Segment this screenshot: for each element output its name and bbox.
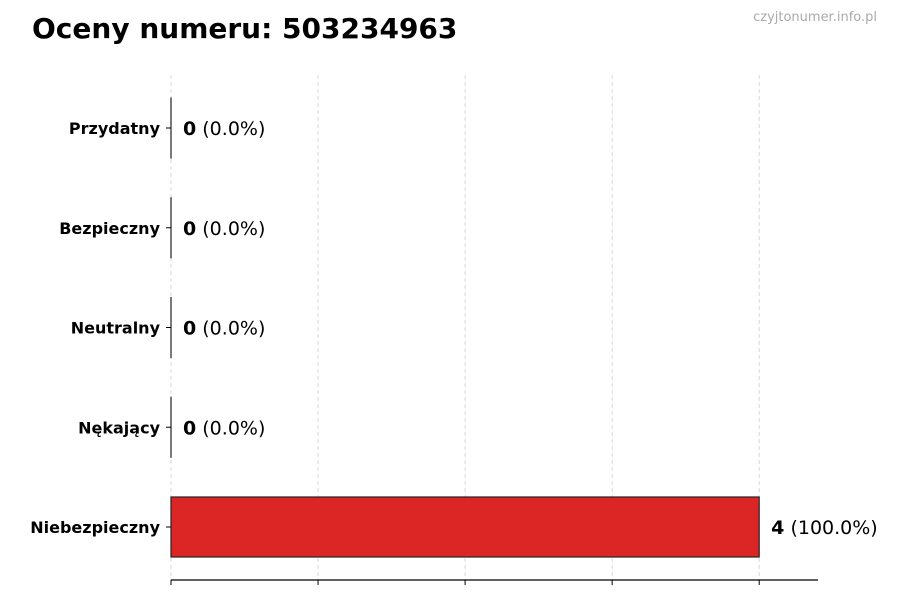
category-label: Niebezpieczny [30,518,160,537]
category-label: Neutralny [71,319,161,338]
data-label-percent: (100.0%) [784,517,877,539]
watermark: czyjtonumer.info.pl [753,10,877,25]
chart-title: Oceny numeru: 503234963 [32,12,458,45]
bar [170,496,760,558]
category-label: Przydatny [69,119,161,138]
data-label: 0 (0.0%) [183,218,265,240]
category-label: Bezpieczny [59,219,160,238]
data-label: 0 (0.0%) [183,318,265,340]
data-label-percent: (0.0%) [196,417,265,439]
data-label-count: 0 [183,417,196,439]
data-label-count: 0 [183,318,196,340]
category-label: Nękający [78,418,160,437]
data-label-percent: (0.0%) [196,118,265,140]
data-label: 0 (0.0%) [183,417,265,439]
data-label-count: 0 [183,218,196,240]
data-label-percent: (0.0%) [196,218,265,240]
data-label-count: 4 [771,517,784,539]
data-label: 0 (0.0%) [183,118,265,140]
data-label: 4 (100.0%) [771,517,878,539]
data-label-count: 0 [183,118,196,140]
data-label-percent: (0.0%) [196,318,265,340]
